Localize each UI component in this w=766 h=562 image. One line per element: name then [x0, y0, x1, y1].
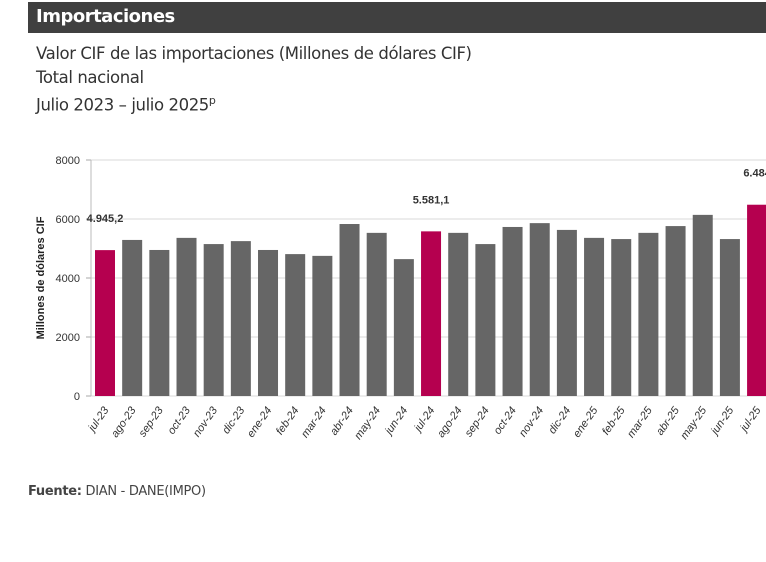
y-tick-label: 4000 — [56, 273, 80, 285]
bar-nov-23 — [203, 244, 224, 396]
bar-ene-24 — [258, 249, 279, 396]
source-label: Fuente: — [28, 484, 82, 499]
bar-mar-25 — [638, 232, 659, 396]
bar-dic-24 — [556, 229, 577, 396]
chart-period: Julio 2023 – julio 2025p — [36, 94, 216, 115]
data-label: 5.581,1 — [413, 194, 450, 206]
y-tick-label: 6000 — [56, 214, 80, 226]
chart-subtitle: Total nacional — [36, 68, 144, 87]
bar-jun-24 — [393, 259, 414, 396]
bar-oct-23 — [176, 237, 197, 396]
source-text: DIAN - DANE(IMPO) — [81, 484, 207, 499]
x-tick-label: may-24 — [352, 405, 383, 442]
bar-may-25 — [692, 214, 713, 396]
bar-mar-24 — [312, 255, 333, 396]
bar-ene-25 — [584, 237, 605, 396]
x-tick-label: ago-23 — [109, 404, 139, 440]
x-tick-label: mar-25 — [625, 404, 655, 440]
x-tick-label: ene-25 — [571, 404, 601, 440]
y-axis-label: Millones de dólares CIF — [35, 216, 47, 339]
bar-may-24 — [366, 232, 387, 396]
bar-nov-24 — [529, 223, 550, 396]
x-tick-label: jul-23 — [85, 404, 112, 435]
bar-jul-23 — [95, 250, 115, 396]
bar-ago-23 — [122, 239, 143, 396]
bar-feb-24 — [285, 254, 306, 396]
bar-sep-23 — [149, 249, 170, 396]
bar-jul-25 — [747, 204, 766, 396]
y-tick-label: 0 — [74, 391, 80, 403]
bar-abr-24 — [339, 224, 360, 396]
bar-sep-24 — [475, 244, 496, 396]
bar-chart: 0 2000 4000 6000 8000 Millones de dólares CIF… — [35, 155, 766, 442]
x-tick-label: oct-24 — [492, 405, 519, 437]
bar-jul-24 — [421, 231, 442, 396]
y-tick-label: 8000 — [56, 155, 80, 167]
x-tick-label: ago-24 — [435, 405, 464, 440]
x-tick-label: abr-24 — [328, 405, 356, 438]
bar-oct-24 — [502, 226, 523, 396]
x-tick-label: jul-24 — [411, 405, 437, 436]
x-tick-label: nov-23 — [191, 404, 221, 439]
x-tick-label: feb-25 — [600, 404, 628, 437]
x-tick-label: sep-23 — [137, 404, 167, 439]
data-label: 4.945,2 — [87, 213, 124, 225]
x-tick-label: may-25 — [678, 404, 709, 442]
y-tick-label: 2000 — [56, 332, 80, 344]
x-tick-label: dic-23 — [220, 404, 248, 436]
x-tick-label: feb-24 — [274, 405, 302, 437]
x-tick-label: dic-24 — [546, 405, 573, 436]
preliminary-mark: p — [208, 94, 216, 107]
x-tick-label: jun-24 — [382, 405, 411, 439]
x-tick-label: sep-24 — [463, 405, 492, 439]
bar-feb-25 — [611, 239, 632, 396]
data-label: 6.484 — [743, 168, 766, 180]
x-tick-label: mar-24 — [299, 405, 329, 440]
chart-title: Valor CIF de las importaciones (Millones… — [36, 44, 472, 63]
x-tick-label: nov-24 — [517, 405, 546, 439]
section-title: Importaciones — [36, 6, 175, 27]
x-tick-label: abr-25 — [654, 404, 682, 437]
source-note: Fuente: DIAN - DANE(IMPO) — [28, 484, 206, 499]
bar-ago-24 — [448, 232, 469, 396]
bar-jun-25 — [719, 239, 740, 396]
x-tick-label: jul-25 — [737, 404, 764, 435]
period-text: Julio 2023 – julio 2025 — [36, 95, 209, 115]
section-header: Importaciones — [28, 2, 766, 33]
x-tick-label: ene-24 — [245, 405, 274, 440]
bar-abr-25 — [665, 226, 686, 396]
x-tick-label: jun-25 — [708, 404, 737, 438]
bar-dic-23 — [230, 241, 251, 396]
x-tick-label: oct-23 — [166, 404, 194, 437]
